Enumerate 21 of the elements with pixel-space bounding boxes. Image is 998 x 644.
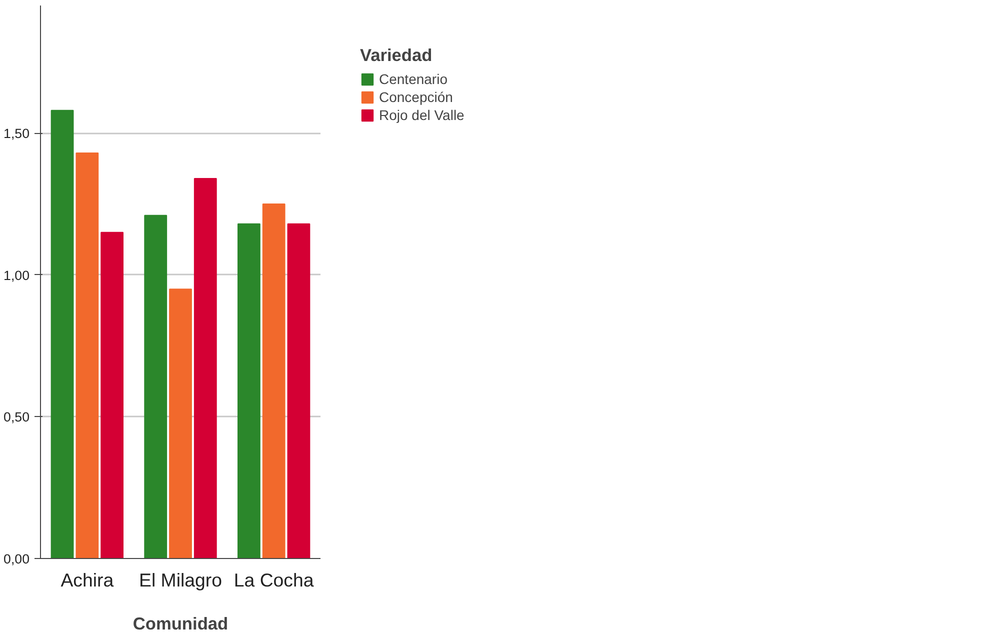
y-tick-label: 1,00 — [4, 268, 30, 283]
x-tick-label: Achira — [60, 570, 114, 590]
y-tick-label: 0,00 — [4, 552, 30, 566]
y-tick-label: 1,50 — [4, 126, 30, 142]
x-tick-label: La Cocha — [234, 570, 314, 590]
bar — [50, 110, 74, 558]
bar — [76, 152, 99, 558]
x-axis-title: Comunidad — [132, 614, 228, 634]
bar — [262, 204, 286, 558]
bar — [100, 232, 124, 558]
legend-label: Centenario — [379, 71, 448, 87]
bar — [287, 223, 310, 558]
bar — [169, 288, 192, 558]
legend-label: Concepción — [379, 89, 453, 105]
x-tick-label: El Milagro — [139, 570, 222, 590]
bar — [194, 178, 217, 558]
legend-title: Variedad — [360, 45, 434, 66]
legend-label: Rojo del Valle — [379, 107, 464, 123]
bar — [144, 214, 168, 558]
bar — [237, 223, 260, 558]
y-tick-label: 0,50 — [4, 410, 30, 425]
